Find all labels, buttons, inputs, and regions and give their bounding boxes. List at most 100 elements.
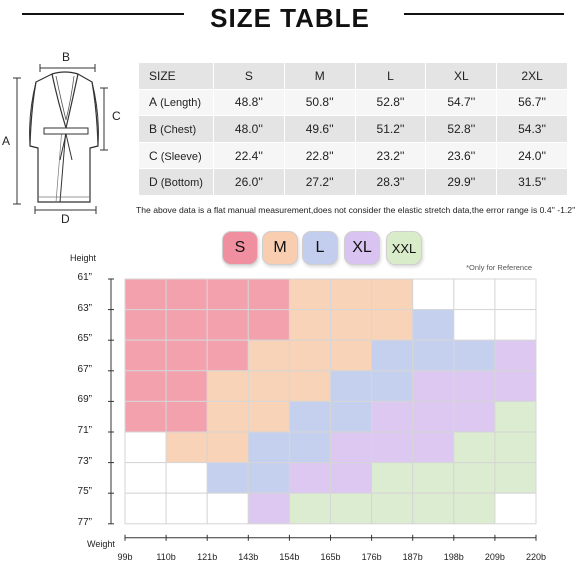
heatmap-cell-l [288, 431, 331, 464]
heatmap-cell-xl [371, 400, 414, 433]
heatmap-cell-s [124, 339, 167, 372]
heatmap-cell-xl [371, 431, 414, 464]
table-row: D (Bottom) 26.0'' 27.2'' 28.3'' 29.9'' 3… [138, 168, 568, 196]
heatmap-cell-none [124, 492, 167, 525]
heatmap-cell-l [206, 462, 249, 494]
reference-note: *Only for Reference [466, 263, 532, 272]
row-label: C (Sleeve) [138, 141, 214, 170]
heatmap-cell-xl [330, 462, 373, 494]
table-cell: 29.9'' [425, 168, 498, 196]
table-cell: 52.8'' [354, 88, 427, 117]
x-tick-label: 187b [402, 552, 423, 562]
badge-xxl: XXL [386, 231, 422, 265]
heatmap-cell-m [330, 339, 373, 372]
y-tick-label: 71” [77, 425, 92, 436]
x-tick-label: 110b [156, 552, 176, 562]
heatmap-cell-l [288, 400, 331, 433]
heatmap-cell-xl [330, 431, 373, 464]
heatmap-cell-xl [247, 492, 290, 525]
heatmap-cell-s [165, 370, 208, 402]
y-axis-title: Height [70, 253, 97, 263]
heatmap-cell-none [494, 492, 537, 525]
heatmap-cell-m [288, 309, 331, 341]
heatmap-cell-xxl [330, 492, 373, 525]
heatmap-cell-none [124, 462, 167, 494]
table-cell: 28.3'' [354, 168, 427, 196]
measurement-note: The above data is a flat manual measurem… [136, 205, 576, 215]
heatmap-cell-xl [412, 370, 455, 402]
x-tick-label: 99b [117, 552, 133, 562]
header-size: SIZE [138, 62, 214, 90]
heatmap-cell-l [412, 309, 455, 341]
heatmap-cell-s [247, 309, 290, 341]
heatmap-cell-s [165, 309, 208, 341]
heatmap-cell-s [124, 400, 167, 433]
badge-s: S [222, 231, 258, 265]
heatmap-cell-xxl [371, 492, 414, 525]
heatmap-cell-xl [453, 400, 496, 433]
table-cell: 54.7'' [425, 88, 498, 117]
x-axis-title: Weight [87, 539, 115, 549]
heatmap-cell-s [124, 278, 167, 311]
heatmap-cell-m [206, 370, 249, 402]
heatmap-cell-m [371, 309, 414, 341]
page-title: SIZE TABLE [210, 3, 370, 33]
heatmap-cell-none [453, 278, 496, 311]
heatmap-cell-none [494, 278, 537, 311]
table-cell: 50.8'' [283, 88, 356, 117]
heatmap-cell-m [288, 339, 331, 372]
table-cell: 52.8'' [425, 115, 498, 143]
heatmap-cell-s [206, 278, 249, 311]
heatmap-cell-s [165, 400, 208, 433]
heatmap-cell-m [247, 339, 290, 372]
table-cell: 23.2'' [354, 141, 427, 170]
x-tick-label: 198b [443, 552, 464, 562]
table-cell: 22.4'' [213, 141, 285, 170]
heatmap-cell-xl [288, 462, 331, 494]
y-tick-label: 63” [77, 302, 92, 314]
heatmap-cell-l [330, 400, 373, 433]
heatmap-cell-l [412, 339, 455, 372]
table-cell: 48.8'' [213, 88, 285, 117]
table-cell: 51.2'' [354, 115, 427, 143]
heatmap-cell-s [206, 339, 249, 372]
heatmap-cell-m [206, 400, 249, 433]
heatmap-cell-s [165, 339, 208, 372]
badge-l: L [302, 231, 338, 265]
heatmap-cell-l [371, 370, 414, 402]
robe-icon [13, 64, 108, 214]
badge-m: M [262, 231, 298, 265]
heatmap-cell-s [124, 309, 167, 341]
heatmap-cell-xl [494, 339, 537, 372]
heatmap-cell-l [453, 339, 496, 372]
heatmap-cell-s [124, 370, 167, 402]
heatmap-cell-m [288, 370, 331, 402]
x-tick-label: 154b [279, 552, 300, 562]
heatmap-cell-m [247, 400, 290, 433]
table-row: A (Length) 48.8'' 50.8'' 52.8'' 54.7'' 5… [138, 88, 568, 117]
heatmap-cell-s [165, 278, 208, 311]
size-table-header: SIZE S M L XL 2XL [138, 62, 568, 90]
heatmap-cell-s [247, 278, 290, 311]
title-rule-right [404, 13, 564, 15]
table-cell: 24.0'' [496, 141, 568, 170]
row-label: D (Bottom) [138, 168, 214, 196]
heatmap-cell-xxl [371, 462, 414, 494]
heatmap-cell-m [206, 431, 249, 464]
header-m: M [283, 62, 356, 90]
heatmap-cell-s [206, 309, 249, 341]
label-c: C [112, 109, 121, 123]
heatmap-cell-m [165, 431, 208, 464]
header-2xl: 2XL [496, 62, 568, 90]
heatmap-cell-none [412, 278, 455, 311]
heatmap-cell-xxl [494, 462, 537, 494]
heatmap-cell-none [165, 492, 208, 525]
heatmap-cell-xl [412, 431, 455, 464]
y-tick-label: 61” [77, 272, 92, 283]
label-a: A [2, 134, 11, 148]
heatmap-cell-xl [494, 370, 537, 402]
heatmap-cell-none [206, 492, 249, 525]
header-xl: XL [425, 62, 498, 90]
table-cell: 26.0'' [213, 168, 285, 196]
table-cell: 49.6'' [283, 115, 356, 143]
